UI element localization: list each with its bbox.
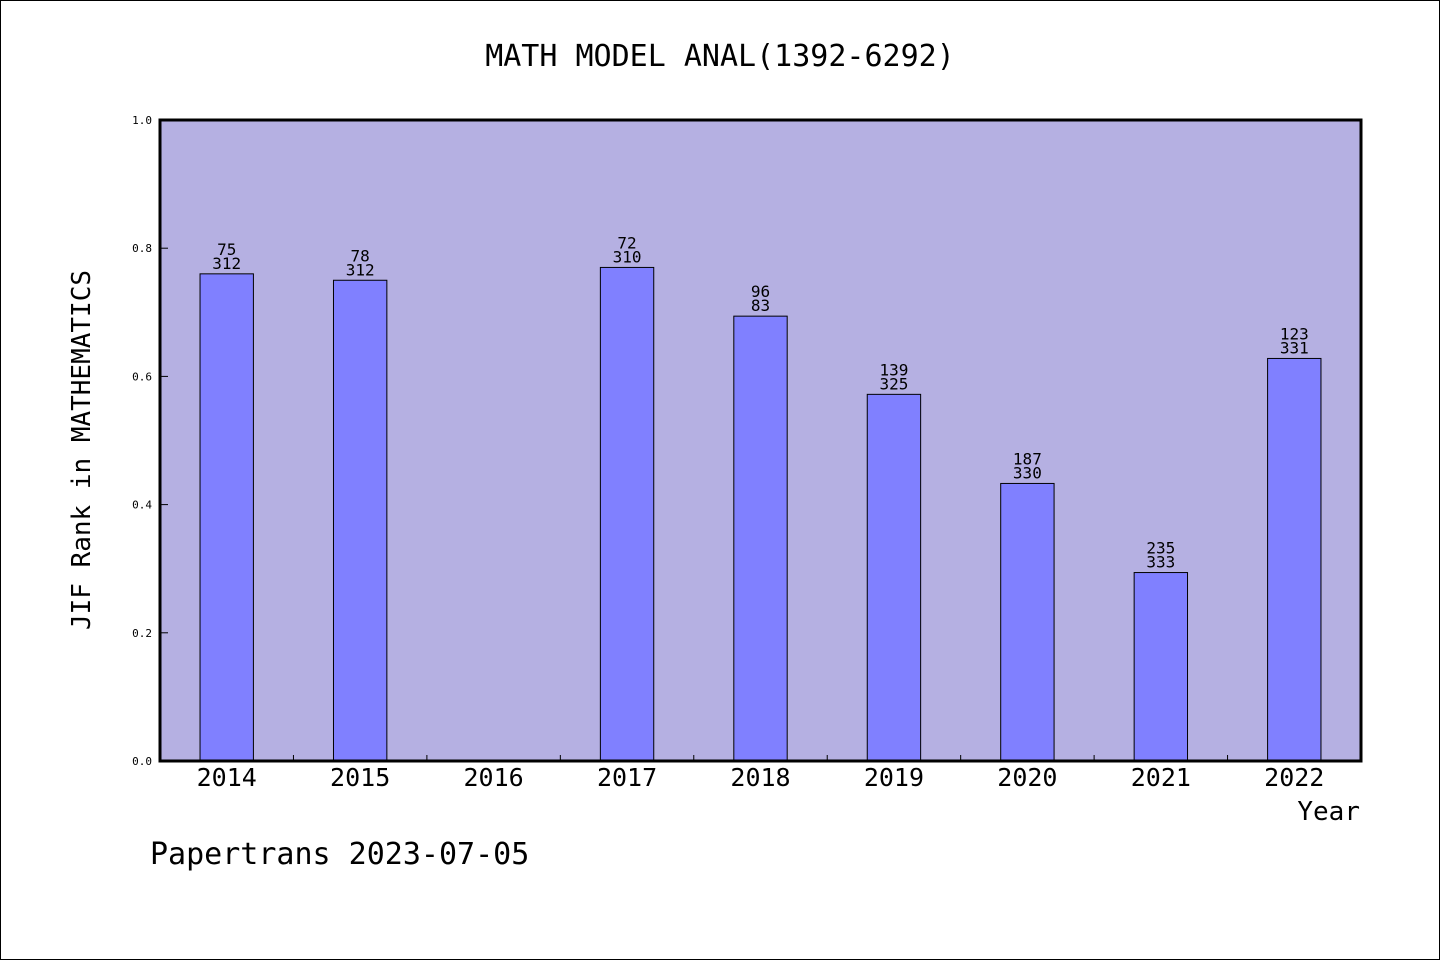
y-axis-label: JIF Rank in MATHEMATICS <box>67 270 97 630</box>
bar-rank-label: 75 <box>217 240 236 259</box>
bar-2017 <box>599 266 655 762</box>
x-axis-label: Year <box>1297 797 1360 827</box>
bar-rank-label: 78 <box>351 246 370 265</box>
x-tick-label: 2020 <box>997 763 1057 792</box>
x-tick-label: 2019 <box>864 763 924 792</box>
y-tick-label: 0.4 <box>132 499 152 512</box>
bar-rank-label: 235 <box>1146 539 1175 558</box>
y-tick-label: 0.0 <box>132 755 152 768</box>
bar-2019 <box>866 393 922 762</box>
bar-2021 <box>1133 572 1189 762</box>
bar-total-label: 331 <box>1280 338 1309 357</box>
y-axis: 0.0 0.2 0.4 0.6 0.8 1.0 <box>132 114 168 768</box>
bar-rank-label: 96 <box>751 282 770 301</box>
bar-rank-label: 72 <box>617 233 636 252</box>
x-tick-label: 2021 <box>1131 763 1191 792</box>
x-tick-label: 2022 <box>1264 763 1324 792</box>
x-tick-label: 2018 <box>730 763 790 792</box>
bar-total-label: 330 <box>1013 463 1042 482</box>
bar-2022 <box>1267 357 1322 762</box>
bar-total-label: 310 <box>613 247 642 266</box>
bar-2020 <box>1000 482 1055 762</box>
bar-2015 <box>332 279 388 762</box>
y-tick-label: 0.6 <box>132 370 152 383</box>
bar-total-label: 312 <box>346 260 375 279</box>
x-tick-label: 2016 <box>464 763 524 792</box>
bar-total-label: 312 <box>212 254 241 273</box>
x-axis: 2014 2015 2016 2017 2018 2019 2020 2021 2022 <box>197 755 1324 792</box>
bar-total-label: 325 <box>879 374 908 393</box>
x-tick-label: 2017 <box>597 763 657 792</box>
x-tick-label: 2015 <box>330 763 390 792</box>
footer-credit: Papertrans 2023-07-05 <box>150 837 529 872</box>
plot-border <box>158 118 1363 763</box>
x-tick-label: 2014 <box>197 763 257 792</box>
bar-2014 <box>199 273 254 762</box>
y-tick-label: 1.0 <box>132 114 152 127</box>
y-tick-label: 0.8 <box>132 242 152 255</box>
y-tick-label: 0.2 <box>132 627 152 640</box>
chart-title: MATH MODEL ANAL(1392-6292) <box>485 39 955 74</box>
bar-rank-label: 139 <box>879 360 908 379</box>
bar-rank-label: 123 <box>1280 324 1309 343</box>
bar-rank-label: 187 <box>1013 449 1042 468</box>
bar-2018 <box>733 315 788 762</box>
bar-total-label: 333 <box>1146 553 1175 572</box>
bars-layer <box>199 266 1322 762</box>
bar-total-label: 83 <box>751 296 770 315</box>
